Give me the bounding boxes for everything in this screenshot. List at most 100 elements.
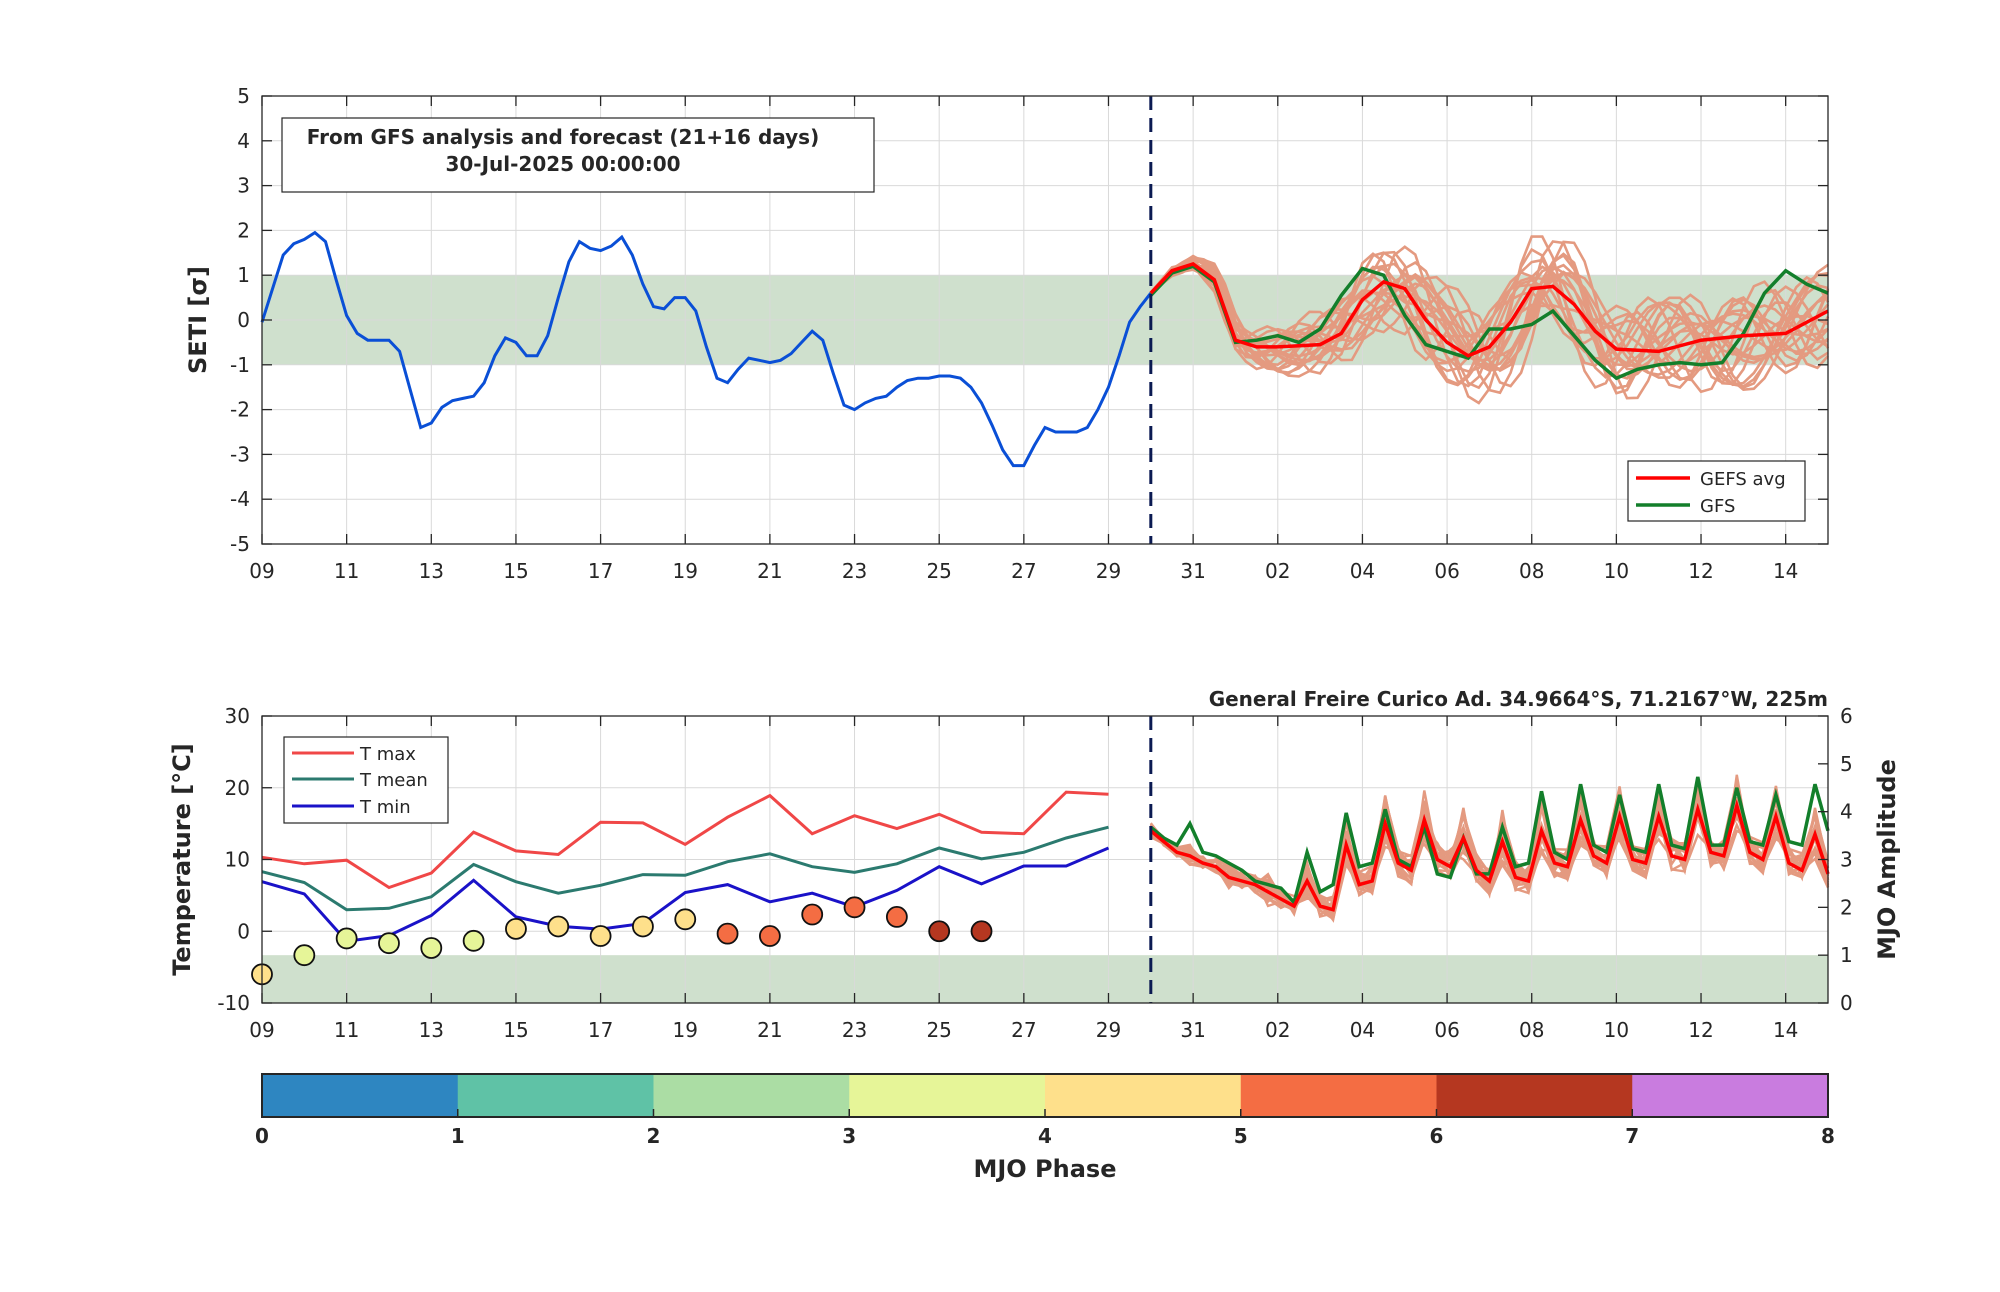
x-tick-label: 21 xyxy=(757,559,782,583)
x-tick-label: 11 xyxy=(334,1018,359,1042)
legend-label-tmin: T min xyxy=(359,797,411,818)
ensemble-members xyxy=(1149,235,1830,405)
y-tick-label: 2 xyxy=(237,218,250,242)
mjo-point xyxy=(293,944,316,967)
chart-title: From GFS analysis and forecast (21+16 da… xyxy=(307,125,819,149)
mjo-point xyxy=(843,896,866,919)
y-tick-label: -3 xyxy=(230,442,250,466)
tmean-line xyxy=(261,825,1109,912)
colorbar-tick-label: 3 xyxy=(842,1124,856,1148)
legend: GEFS avg GFS xyxy=(1627,460,1806,522)
colorbar-tick-label: 7 xyxy=(1625,1124,1639,1148)
tmin-line xyxy=(261,846,1110,943)
colorbar-cells xyxy=(262,1074,1829,1117)
ensemble-member-line xyxy=(1149,247,1830,390)
x-tick-label: 29 xyxy=(1096,559,1121,583)
legend: T max T mean T min xyxy=(283,736,449,824)
y-tick-label: 3 xyxy=(237,174,250,198)
x-tick-label: 21 xyxy=(757,1018,782,1042)
info-box: From GFS analysis and forecast (21+16 da… xyxy=(281,117,875,193)
ensemble-member-line xyxy=(1149,785,1830,921)
colorbar-cell xyxy=(1240,1074,1437,1117)
y-tick-label: -5 xyxy=(230,532,250,556)
y-tick-label: -10 xyxy=(217,991,250,1015)
x-tick-label: 27 xyxy=(1011,1018,1036,1042)
x-tick-label: 31 xyxy=(1180,559,1205,583)
x-tick-label: 09 xyxy=(249,559,274,583)
y-ticks-right: 0 1 2 3 4 5 6 xyxy=(1818,704,1853,1015)
x-tick-label: 29 xyxy=(1096,1018,1121,1042)
x-tick-label: 06 xyxy=(1434,559,1459,583)
x-tick-label: 31 xyxy=(1180,1018,1205,1042)
y-tick-label: 10 xyxy=(225,848,250,872)
x-tick-label: 19 xyxy=(673,559,698,583)
y-tick-label: -2 xyxy=(230,398,250,422)
forecast-gfs-line xyxy=(1149,776,1830,907)
ensemble-member-line xyxy=(1149,266,1829,379)
y-tick-label-right: 5 xyxy=(1840,752,1853,776)
x-ticks: 09 11 13 15 17 19 21 23 25 27 29 31 02 04 06 08 10 12 14 xyxy=(249,96,1798,583)
colorbar-tick-label: 2 xyxy=(647,1124,661,1148)
colorbar-cell xyxy=(1436,1074,1633,1117)
x-tick-label: 25 xyxy=(926,1018,951,1042)
observed-seti-line xyxy=(260,230,1152,468)
chart-subtitle: 30-Jul-2025 00:00:00 xyxy=(445,152,680,176)
mjo-point xyxy=(547,915,570,938)
colorbar-tick-label: 1 xyxy=(451,1124,465,1148)
colorbar-tick-label: 5 xyxy=(1234,1124,1248,1148)
y-tick-label: 0 xyxy=(237,919,250,943)
mjo-weak-band xyxy=(262,955,1828,1003)
y-axis-label-right: MJO Amplitude xyxy=(1873,759,1901,960)
x-tick-label: 08 xyxy=(1519,1018,1544,1042)
legend-label-tmean: T mean xyxy=(359,770,428,791)
x-tick-label: 04 xyxy=(1350,1018,1375,1042)
mjo-point xyxy=(674,908,697,931)
x-tick-label: 10 xyxy=(1604,1018,1629,1042)
colorbar-cell xyxy=(262,1074,459,1117)
x-tick-label: 14 xyxy=(1773,559,1798,583)
station-title: General Freire Curico Ad. 34.9664°S, 71.… xyxy=(1209,687,1828,711)
x-tick-label: 04 xyxy=(1350,559,1375,583)
x-tick-label: 15 xyxy=(503,1018,528,1042)
x-tick-label: 23 xyxy=(842,1018,867,1042)
mjo-point xyxy=(505,917,527,940)
legend-label-gefs-avg: GEFS avg xyxy=(1700,469,1786,490)
x-tick-label: 13 xyxy=(419,1018,444,1042)
mjo-point xyxy=(632,915,654,938)
x-tick-label: 14 xyxy=(1773,1018,1798,1042)
x-tick-label: 13 xyxy=(419,559,444,583)
x-tick-label: 02 xyxy=(1265,1018,1290,1042)
mjo-point xyxy=(928,920,951,943)
mjo-point xyxy=(758,925,781,947)
mjo-point xyxy=(589,925,612,947)
legend-label-gfs: GFS xyxy=(1700,496,1735,517)
colorbar-label: MJO Phase xyxy=(973,1155,1116,1183)
y-ticks-left: -10 0 10 20 30 xyxy=(217,704,272,1015)
legend-label-tmax: T max xyxy=(359,744,416,765)
x-tick-label: 08 xyxy=(1519,559,1544,583)
mjo-point xyxy=(885,906,908,928)
mjo-point xyxy=(462,929,485,952)
gfs-line xyxy=(1149,264,1829,381)
x-tick-label: 06 xyxy=(1434,1018,1459,1042)
y-tick-label-right: 6 xyxy=(1840,704,1853,728)
colorbar-tick-label: 0 xyxy=(255,1124,269,1148)
ensemble-member-line xyxy=(1149,252,1829,395)
y-axis-label: Temperature [°C] xyxy=(168,743,196,976)
y-tick-label: 5 xyxy=(237,84,250,108)
x-tick-label: 12 xyxy=(1688,559,1713,583)
y-tick-label: -4 xyxy=(230,487,250,511)
x-tick-label: 15 xyxy=(503,559,528,583)
x-ticks: 09 11 13 15 17 19 21 23 25 27 29 31 02 04 06 08 10 12 14 xyxy=(249,716,1798,1042)
colorbar-ticks: 0 1 2 3 4 5 6 7 8 xyxy=(255,1109,1835,1148)
y-tick-label-right: 3 xyxy=(1840,848,1853,872)
mjo-point xyxy=(420,937,443,959)
y-tick-label: -1 xyxy=(230,353,250,377)
mjo-point xyxy=(970,920,993,943)
colorbar-cell xyxy=(653,1074,850,1117)
x-tick-label: 17 xyxy=(588,1018,613,1042)
ensemble-member-line xyxy=(1150,796,1830,916)
y-tick-label-right: 1 xyxy=(1840,943,1853,967)
